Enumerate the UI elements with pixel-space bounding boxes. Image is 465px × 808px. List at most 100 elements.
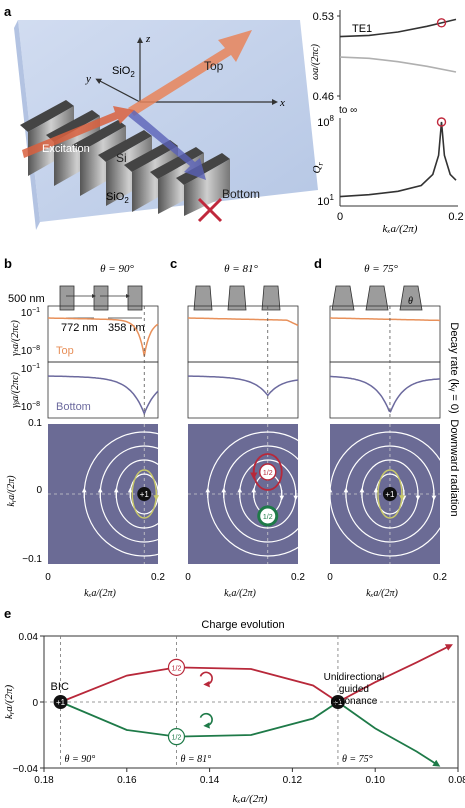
panel-e-title: Charge evolution	[201, 619, 284, 631]
theta-d: θ = 75°	[364, 263, 398, 275]
decay-bottom-label: Bottom	[56, 401, 91, 413]
e-xtick-label-1: 0.16	[117, 775, 137, 786]
band-line-1	[339, 18, 457, 38]
e-half-label-3: 1/2	[172, 735, 182, 742]
panel-a-letter: a	[4, 4, 12, 19]
rad-c-xtick-right: 0.2	[291, 572, 305, 583]
decay-top-curve-1	[188, 317, 299, 327]
charge-label-lower: 1/2	[263, 514, 273, 521]
charge-half-upper	[259, 463, 277, 481]
rad-d-xlabel: kₓa/(2π)	[366, 588, 398, 599]
grating-bars	[20, 100, 230, 216]
band-ylabel: ωa/(2πc)	[310, 43, 321, 80]
rad-d-xtick-right: 0.2	[433, 572, 447, 583]
e-half-charge-3	[167, 728, 186, 746]
q-plot: 108 101 Qr 0 0.2 kₓa/(2π)	[311, 114, 464, 235]
decay-top-curve-0	[48, 317, 159, 357]
band-diagram: 0.53 0.46 ωa/(2πc) TE1 to ∞	[310, 10, 457, 116]
radiation-ylabel: kᵧa/(2π)	[6, 475, 17, 507]
e-bic-label: BIC	[51, 681, 69, 693]
charge-label-2: +1	[385, 490, 395, 499]
rad-b-xtick-right: 0.2	[151, 572, 165, 583]
e-ytick-label-2: −0.04	[13, 764, 39, 775]
band-mode-label: TE1	[352, 23, 372, 35]
rad-ytick-bottom: −0.1	[22, 554, 42, 565]
e-theta-label-0: θ = 90°	[65, 754, 96, 765]
e-xtick-label-3: 0.12	[283, 775, 303, 786]
e-theta-label-1: θ = 81°	[180, 754, 211, 765]
si-label: Si	[116, 151, 127, 165]
rad-c-xtick-left: 0	[185, 572, 191, 583]
decay-frame-top-2	[329, 305, 441, 363]
theta-c: θ = 81°	[224, 263, 258, 275]
rad-ytick-mid: 0	[36, 485, 42, 496]
e-xtick-label-0: 0.18	[34, 775, 54, 786]
charge-dot-0	[137, 487, 152, 501]
decay-top-tick-low: 10−8	[21, 345, 40, 357]
top-emission-arrow	[128, 30, 252, 116]
q-ytick-bottom: 101	[317, 193, 334, 208]
panel-c-letter: c	[170, 256, 177, 271]
e-charge-dot-1	[330, 695, 345, 709]
decay-frame-bottom-0	[47, 361, 159, 419]
q-ytick-top: 108	[317, 114, 334, 129]
e-ugr-label-0: Unidirectional	[324, 672, 385, 683]
axis-y-label: y	[85, 73, 91, 85]
e-xtick-label-2: 0.14	[200, 775, 220, 786]
decay-top-label: Top	[56, 345, 74, 357]
unit-cell-b	[59, 285, 143, 319]
band-bic-marker	[436, 18, 447, 28]
decay-frame-bottom-2	[329, 361, 441, 419]
panel-e-letter: e	[4, 606, 11, 621]
charge-evolution-plot: 0.18 0.16 0.14 0.12 0.10 0.08 0.04 0 −0.04 θ = 90…	[13, 632, 465, 786]
excitation-label: Excitation	[42, 143, 90, 155]
q-xtick-left: 0	[337, 211, 343, 223]
theta-symbol: θ	[408, 296, 413, 307]
e-charge-label-1: +1	[333, 698, 343, 707]
rad-c-xlabel: kₓa/(2π)	[224, 588, 256, 599]
radiation-side-label: Downward radiation	[448, 419, 460, 516]
decay-top-tick-high: 10−1	[21, 307, 40, 319]
top-label: Top	[204, 59, 224, 73]
decay-side-label: Decay rate (kᵧ = 0)	[448, 322, 460, 413]
rad-b-xlabel: kₓa/(2π)	[84, 588, 116, 599]
rad-d-xtick-left: 0	[327, 572, 333, 583]
q-lines	[339, 117, 457, 198]
theta-b: θ = 90°	[100, 263, 134, 275]
e-ugr-label-1: guided	[339, 684, 369, 695]
q-bic-marker	[436, 117, 447, 127]
bottom-emission-arrow	[128, 110, 206, 180]
e-lower-path	[60, 700, 441, 767]
e-xlabel: kₓa/(2π)	[233, 793, 268, 805]
blocked-cross-icon	[197, 197, 223, 223]
e-xtick-label-5: 0.08	[448, 775, 465, 786]
dim-thickness: 500 nm	[8, 293, 45, 305]
decay-bottom-curve-2	[330, 375, 441, 413]
axis-z-label: z	[145, 33, 151, 45]
bottom-label: Bottom	[222, 187, 260, 201]
e-theta-label-2: θ = 75°	[342, 754, 373, 765]
sio2-lower-label: SiO2	[106, 191, 129, 205]
e-ytick-label-0: 0.04	[19, 632, 39, 643]
y-axis	[95, 78, 141, 103]
rad-ytick-top: 0.1	[28, 418, 42, 429]
charge-dot-2	[382, 487, 397, 501]
decay-frame-bottom-1	[187, 361, 299, 419]
e-charge-dot-0	[53, 695, 68, 709]
e-ugr-label-2: resonance	[331, 696, 378, 707]
e-half-label-2: 1/2	[172, 665, 182, 672]
q-xlabel: kₓa/(2π)	[383, 223, 418, 235]
excitation-beam	[22, 106, 134, 158]
unit-cell-d	[331, 285, 423, 311]
rad-b-xtick-left: 0	[45, 572, 51, 583]
e-xtick-label-4: 0.10	[365, 775, 385, 786]
e-half-charge-2	[167, 658, 186, 676]
charge-half-lower	[257, 505, 279, 527]
decay-plots	[47, 305, 441, 419]
band-ytick-bottom: 0.46	[313, 91, 334, 103]
e-ytick-label-1: 0	[32, 698, 38, 709]
e-ylabel: kᵧa/(2π)	[3, 685, 15, 720]
band-line-2	[339, 56, 457, 73]
decay-bottom-curve-0	[47, 375, 159, 416]
